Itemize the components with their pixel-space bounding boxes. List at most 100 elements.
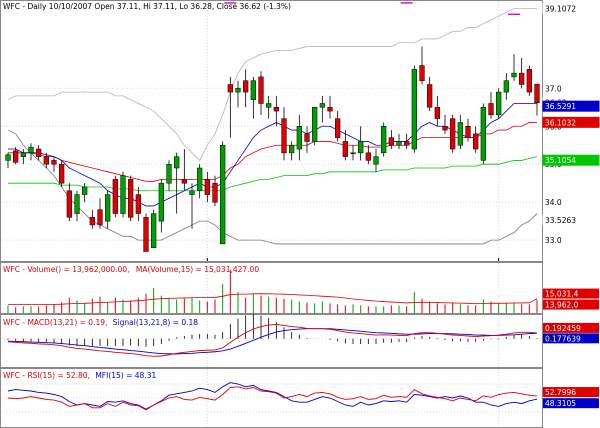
candle-55 <box>427 76 433 112</box>
rsi-axis: 52.7996 48.3105 <box>543 387 599 409</box>
price-axis-flag-2-box <box>542 100 600 112</box>
candle-body-58 <box>450 118 456 150</box>
price-line-1 <box>7 8 537 162</box>
candle-body-40 <box>312 107 318 142</box>
candle-body-51 <box>396 141 402 146</box>
macd-panel-border <box>0 314 543 368</box>
candle-7 <box>59 160 65 187</box>
macd-legend-macd: WFC - MACD(13,21) = 0.19, <box>3 318 107 327</box>
price-axis-flag-2-label: 36.5291 <box>545 102 576 111</box>
macd-grid <box>1 315 542 367</box>
volume-axis-flag-0-box <box>543 288 599 299</box>
candle-body-42 <box>327 107 333 112</box>
candle-13 <box>105 190 111 229</box>
candle-60 <box>465 118 471 142</box>
candle-4 <box>36 145 42 161</box>
candle-11 <box>89 209 95 229</box>
candle-body-15 <box>120 175 126 214</box>
price-panel: WFC - Daily 10/10/2007 Open 37.11, Hi 37… <box>0 0 543 270</box>
volume-ma <box>8 293 538 305</box>
price-axis-flag-3-label: 36.1032 <box>545 118 576 127</box>
volume-grid <box>206 263 500 313</box>
candle-61 <box>473 126 479 153</box>
candle-21 <box>166 160 172 191</box>
candle-body-26 <box>204 179 210 195</box>
candle-body-32 <box>250 80 256 100</box>
candle-32 <box>250 76 256 119</box>
macd-legend: WFC - MACD(13,21) = 0.19, Signal(13,21,8… <box>3 318 198 327</box>
macd-signal-line <box>7 328 538 355</box>
candle-15 <box>120 171 126 218</box>
rsi-panel: WFC - RSI(15) = 52.80, MFI(15) = 48.31 <box>0 368 543 428</box>
volume-bars <box>7 269 538 313</box>
candle-0 <box>5 152 11 169</box>
candle-body-68 <box>526 69 532 93</box>
candle-31 <box>243 69 249 108</box>
candle-body-33 <box>258 76 264 104</box>
candle-body-62 <box>480 107 486 161</box>
candle-9 <box>74 190 80 222</box>
candle-16 <box>128 175 134 222</box>
candle-20 <box>158 179 164 233</box>
candle-66 <box>511 54 517 81</box>
rsi-axis-flag-0-label: 52.7996 <box>545 388 576 397</box>
candle-69 <box>534 83 540 116</box>
macd-axis-flag-1: 0.177639 <box>543 333 599 344</box>
candle-body-36 <box>281 118 287 154</box>
rsi-axis-flag-1: 48.3105 <box>543 398 599 409</box>
macd-axis-flag-0-label: 0.192459 <box>545 324 581 333</box>
candle-body-5 <box>43 156 49 165</box>
price-axis-flag-3-box <box>542 116 600 128</box>
candle-body-66 <box>511 72 517 78</box>
volume-legend-ma: MA(Volume,15) = 15,031,427.00 <box>136 265 259 274</box>
candle-body-6 <box>51 160 57 165</box>
candle-47 <box>365 145 371 165</box>
candle-2 <box>20 149 26 165</box>
price-axis-flag-4: 35.1054 <box>542 154 600 166</box>
candle-body-4 <box>36 148 42 157</box>
mfi-line <box>7 382 538 410</box>
candle-64 <box>496 88 502 119</box>
candle-body-43 <box>335 118 341 138</box>
price-axis: 33.034.035.036.037.039.107236.6236.52913… <box>542 2 600 245</box>
candle-body-39 <box>304 133 310 142</box>
candle-body-14 <box>112 179 118 214</box>
candle-45 <box>350 145 356 161</box>
macd-line <box>7 324 538 357</box>
candle-body-57 <box>442 126 448 131</box>
volume-ma-line <box>8 293 538 305</box>
candle-body-17 <box>135 194 141 214</box>
candle-24 <box>189 183 195 229</box>
candle-body-50 <box>388 137 394 146</box>
macd-histogram <box>7 314 538 347</box>
candle-62 <box>480 103 486 165</box>
candle-body-60 <box>465 126 471 138</box>
candle-body-49 <box>381 126 387 154</box>
candle-19 <box>151 209 157 248</box>
price-axis-flag-3: 36.1032 <box>542 116 600 128</box>
volume-legend-value: WFC - Volume() = 13,962,000.00, <box>3 265 130 274</box>
candle-37 <box>289 141 295 161</box>
candle-58 <box>450 114 456 153</box>
volume-axis-flag-0-label: 15,031,4 <box>545 290 579 299</box>
candle-25 <box>197 164 203 199</box>
candle-12 <box>97 198 103 229</box>
candle-body-0 <box>5 154 11 161</box>
candle-1 <box>13 147 19 165</box>
candle-53 <box>411 65 417 153</box>
candle-body-45 <box>350 152 356 155</box>
candle-body-52 <box>404 141 410 146</box>
candle-body-18 <box>143 217 149 252</box>
rsi-legend-mfi: MFI(15) = 48.31 <box>95 371 156 380</box>
candle-body-56 <box>434 107 440 119</box>
price-axis-flag-5-label: 33.5263 <box>545 216 576 225</box>
price-tick-label-4: 37.0 <box>545 84 562 93</box>
volume-axis-flag-0: 15,031,4 <box>543 288 599 299</box>
volume-legend: WFC - Volume() = 13,962,000.00, MA(Volum… <box>3 265 259 274</box>
candle-body-28 <box>220 144 226 245</box>
candle-body-16 <box>128 179 134 218</box>
volume-axis-flag-1-label: 13,962,0 <box>545 301 579 310</box>
candle-39 <box>304 126 310 153</box>
macd-legend-signal: Signal(13,21,8) = 0.18 <box>113 318 198 327</box>
